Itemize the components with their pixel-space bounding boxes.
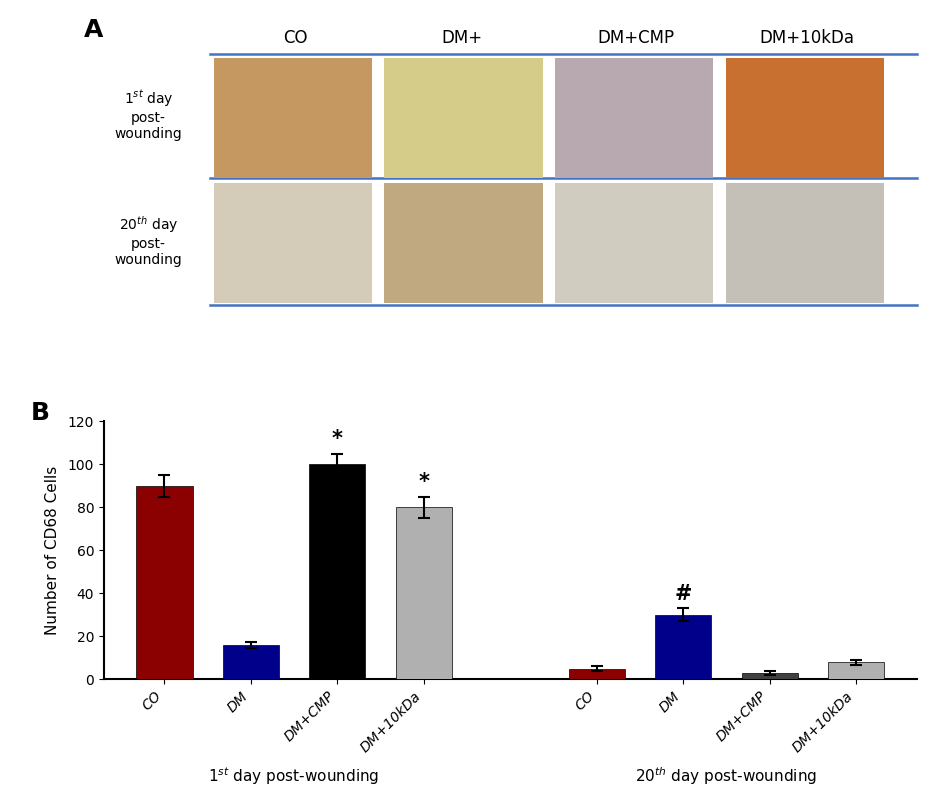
Bar [568, 668, 624, 679]
Text: #: # [674, 584, 691, 604]
Text: B: B [31, 401, 50, 425]
Bar [136, 486, 193, 679]
Bar [827, 662, 884, 679]
Bar [309, 465, 365, 679]
Text: *: * [418, 472, 429, 492]
Bar [213, 58, 372, 179]
Bar [213, 182, 372, 303]
Bar [654, 615, 711, 679]
Bar [554, 182, 713, 303]
Text: 20$^{th}$ day post-wounding: 20$^{th}$ day post-wounding [634, 766, 817, 787]
Text: DM+10kDa: DM+10kDa [759, 29, 853, 47]
Bar [396, 507, 451, 679]
Bar [725, 182, 884, 303]
Text: 1$^{st}$ day
post-
wounding: 1$^{st}$ day post- wounding [114, 88, 182, 141]
Text: DM+: DM+ [441, 29, 481, 47]
Bar [384, 182, 542, 303]
Bar [384, 58, 542, 179]
Bar [223, 645, 278, 679]
Text: DM+CMP: DM+CMP [597, 29, 674, 47]
Bar [725, 58, 884, 179]
Text: A: A [83, 18, 103, 42]
Y-axis label: Number of CD68 Cells: Number of CD68 Cells [44, 466, 59, 635]
Text: 20$^{th}$ day
post-
wounding: 20$^{th}$ day post- wounding [114, 214, 182, 268]
Text: *: * [331, 429, 343, 450]
Bar [554, 58, 713, 179]
Text: 1$^{st}$ day post-wounding: 1$^{st}$ day post-wounding [209, 766, 379, 787]
Bar [741, 673, 797, 679]
Text: CO: CO [282, 29, 307, 47]
